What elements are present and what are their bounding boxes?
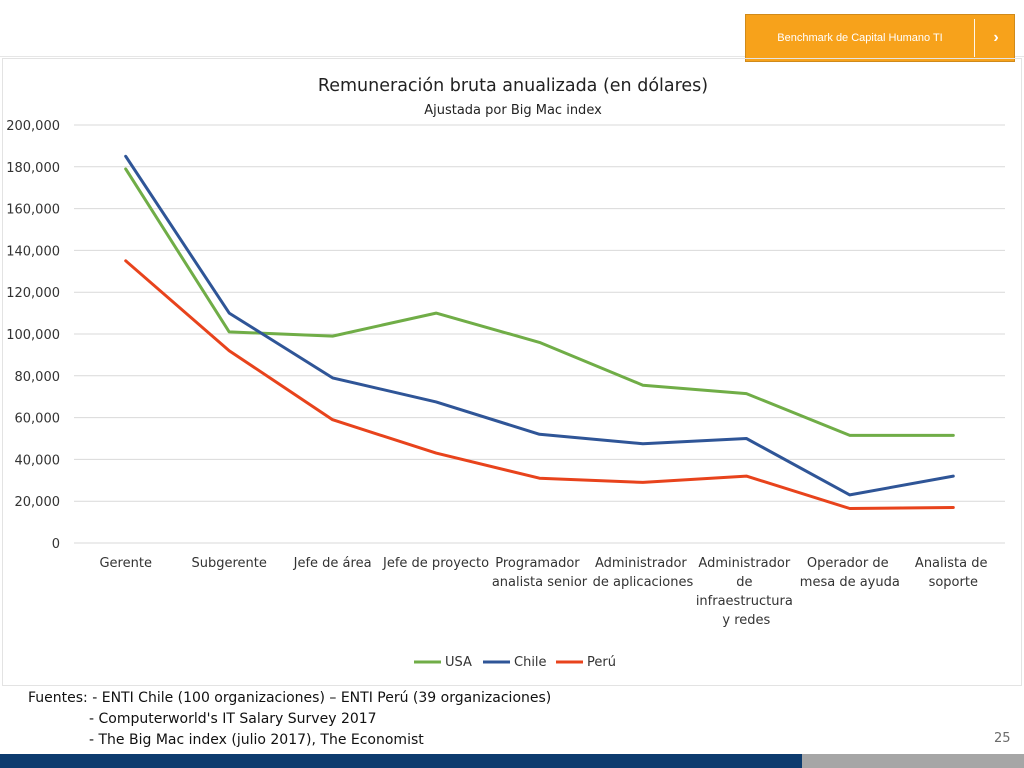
- x-tick-label: Gerente: [99, 556, 151, 571]
- x-tick-label: Jefe de área: [293, 556, 372, 571]
- chevron-right-icon[interactable]: ›: [993, 29, 999, 46]
- x-tick-label: Subgerente: [191, 556, 266, 571]
- page-number: 25: [994, 731, 1011, 746]
- line-chart: 0 20,000 40,000 60,000 80,000 100,000 120,000 1…: [6, 76, 1005, 670]
- y-tick-label: 200,000: [6, 119, 60, 134]
- banner-separator: [974, 19, 975, 57]
- series-line-perú: [124, 259, 955, 510]
- y-tick-label: 80,000: [15, 370, 61, 385]
- y-tick-label: 160,000: [6, 203, 60, 218]
- y-tick-label: 100,000: [6, 328, 60, 343]
- x-tick-label: Jefe de proyecto: [382, 556, 489, 571]
- x-tick-label: Programador analista senior: [492, 556, 588, 590]
- sources-label: Fuentes:: [28, 690, 88, 706]
- source-line-3: - The Big Mac index (julio 2017), The Ec…: [89, 732, 424, 748]
- source-line-1: - ENTI Chile (100 organizaciones) – ENTI…: [92, 690, 552, 706]
- y-tick-label: 140,000: [6, 244, 60, 259]
- x-tick-label: Administrador de aplicaciones: [593, 556, 694, 590]
- legend-label: Perú: [587, 655, 616, 670]
- footer-bar-gray: [802, 754, 1024, 768]
- series-line-chile: [124, 154, 955, 497]
- header-divider: [0, 56, 1024, 57]
- benchmark-banner-button[interactable]: Benchmark de Capital Humano TI ›: [745, 14, 1015, 62]
- banner-label: Benchmark de Capital Humano TI: [777, 32, 943, 44]
- y-tick-label: 20,000: [15, 495, 61, 510]
- y-tick-label: 60,000: [15, 412, 61, 427]
- footer-bar-navy: [0, 754, 802, 768]
- x-tick-label: Operador de mesa de ayuda: [800, 556, 900, 590]
- chart-frame: [2, 58, 1022, 686]
- y-tick-label: 40,000: [15, 453, 61, 468]
- y-tick-label: 120,000: [6, 286, 60, 301]
- chart-legend: USA Chile Perú: [414, 655, 616, 670]
- x-tick-label: Analista de soporte: [915, 556, 992, 590]
- y-tick-label: 180,000: [6, 161, 60, 176]
- legend-label: USA: [445, 655, 472, 670]
- sources-note: Fuentes: - ENTI Chile (100 organizacione…: [28, 688, 648, 751]
- legend-label: Chile: [514, 655, 547, 670]
- source-line-2: - Computerworld's IT Salary Survey 2017: [89, 711, 377, 727]
- chart-title: Remuneración bruta anualizada (en dólare…: [318, 76, 708, 96]
- chart-subtitle: Ajustada por Big Mac index: [424, 103, 602, 118]
- y-tick-label: 0: [52, 537, 60, 552]
- x-tick-label: Administrador de infraestructura y redes: [696, 556, 797, 628]
